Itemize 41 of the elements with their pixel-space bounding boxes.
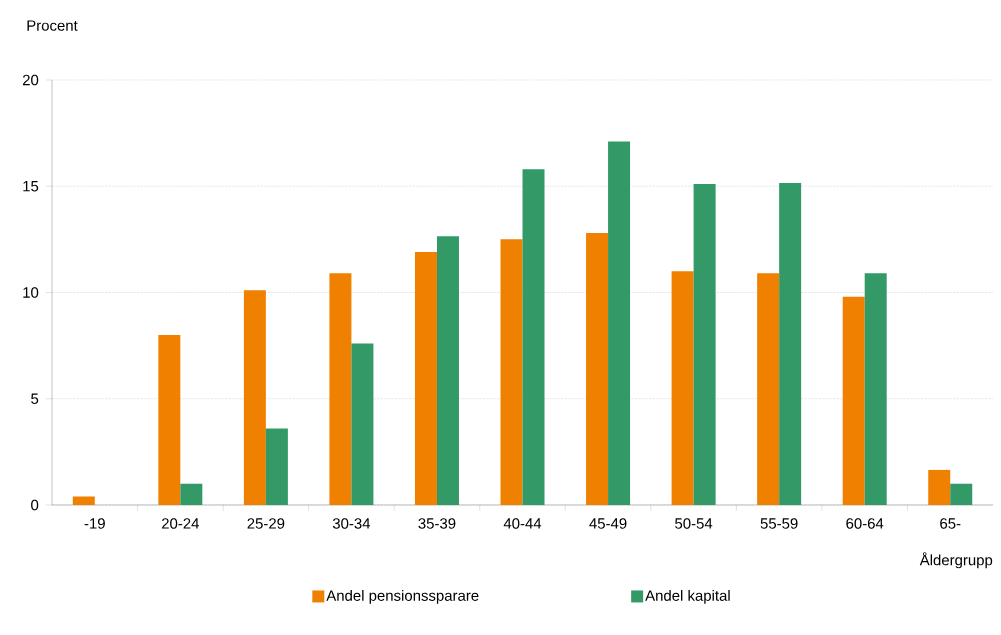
bar — [414, 252, 437, 505]
bar — [180, 483, 203, 505]
y-tick-label: 0 — [31, 499, 39, 511]
y-tick-label: 20 — [22, 74, 39, 86]
x-tick-label: 35-39 — [418, 518, 456, 529]
x-tick-label: 25-29 — [247, 518, 285, 529]
legend-label: Andel pensionssparare — [326, 589, 479, 604]
bar — [243, 290, 266, 505]
y-tick-label: 10 — [23, 287, 39, 298]
bar — [436, 236, 459, 505]
bar — [500, 239, 523, 505]
bar — [608, 141, 631, 505]
x-tick-label: 40-44 — [503, 518, 542, 529]
x-tick-label: 20-24 — [161, 518, 199, 529]
x-tick-label: 60-64 — [846, 518, 884, 529]
y-tick-label: 15 — [23, 181, 39, 192]
bar — [351, 343, 374, 505]
bar — [757, 273, 780, 505]
bar — [779, 183, 802, 505]
y-tick-label: 5 — [31, 393, 39, 404]
legend-label: Andel kapital — [645, 589, 730, 604]
y-axis-title: Procent — [27, 20, 78, 31]
x-tick-label: 45-49 — [589, 518, 627, 529]
x-axis-title: Åldergrupp — [919, 552, 993, 569]
bar — [864, 273, 887, 505]
bar — [158, 334, 181, 505]
x-tick-label: 65- — [940, 518, 961, 529]
bar — [693, 184, 716, 505]
bar — [72, 496, 95, 505]
bar — [265, 428, 288, 505]
x-tick-label: 55-59 — [760, 518, 798, 529]
bar — [586, 232, 609, 505]
bar — [950, 483, 973, 505]
bar — [329, 273, 352, 505]
bar — [928, 469, 951, 505]
x-tick-label: 50-54 — [675, 518, 713, 529]
x-tick-label: -19 — [84, 518, 105, 529]
x-tick-label: 30-34 — [332, 518, 371, 529]
bar — [671, 271, 694, 505]
bar — [522, 169, 545, 505]
bar — [842, 296, 865, 505]
